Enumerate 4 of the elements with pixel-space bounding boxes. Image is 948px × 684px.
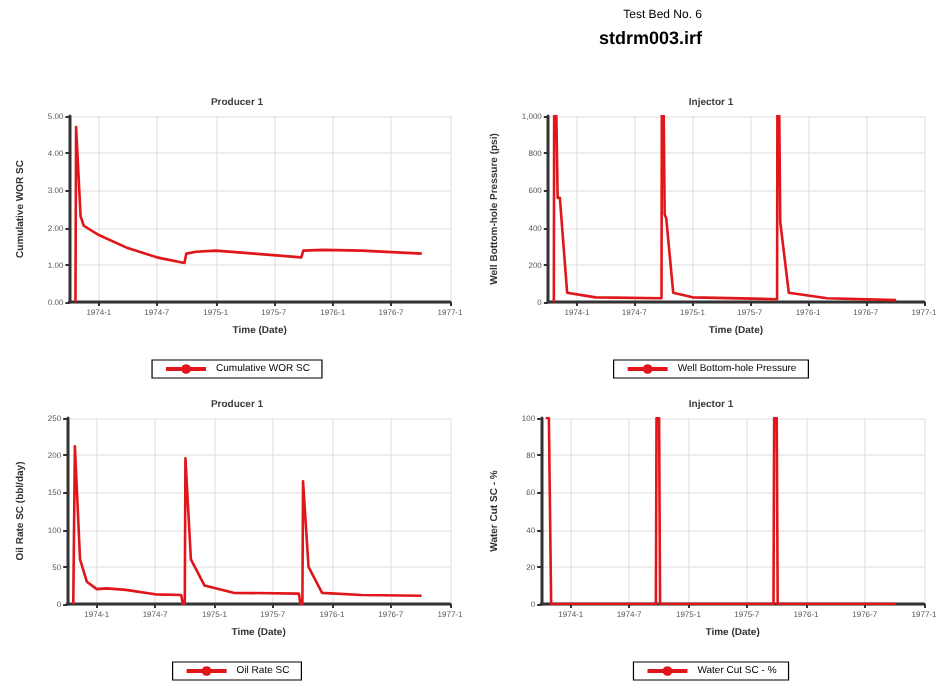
line-series — [71, 444, 423, 606]
line-series — [74, 125, 424, 304]
line-series — [552, 114, 898, 304]
text: stdrm003.irf — [596, 26, 702, 50]
